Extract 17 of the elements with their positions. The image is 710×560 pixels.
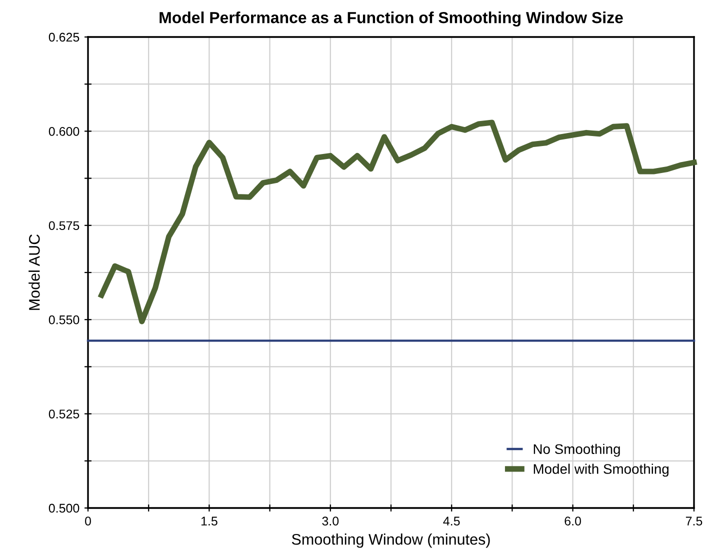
chart-title: Model Performance as a Function of Smoothing Window Size — [160, 12, 623, 26]
x-tick-label: 1.5 — [201, 516, 218, 526]
x-tick-label: 4.5 — [443, 516, 460, 526]
x-tick-label: 7.5 — [686, 516, 702, 526]
y-tick-label: 0.600 — [48, 127, 80, 136]
y-tick-label: 0.500 — [48, 504, 80, 513]
legend-label: Model with Smoothing — [534, 464, 668, 477]
legend-label: No Smoothing — [534, 444, 620, 457]
y-tick-label: 0.550 — [48, 315, 80, 324]
x-tick-label: 3.0 — [322, 516, 339, 526]
y-tick-label: 0.525 — [48, 410, 80, 418]
y-tick-label: 0.575 — [48, 221, 80, 230]
x-tick-label: 6.0 — [564, 516, 581, 526]
y-axis-title: Model AUC — [28, 234, 40, 310]
x-tick-label: 0 — [85, 516, 91, 526]
x-axis-title: Smoothing Window (minutes) — [292, 534, 490, 548]
y-tick-label: 0.625 — [48, 32, 80, 42]
